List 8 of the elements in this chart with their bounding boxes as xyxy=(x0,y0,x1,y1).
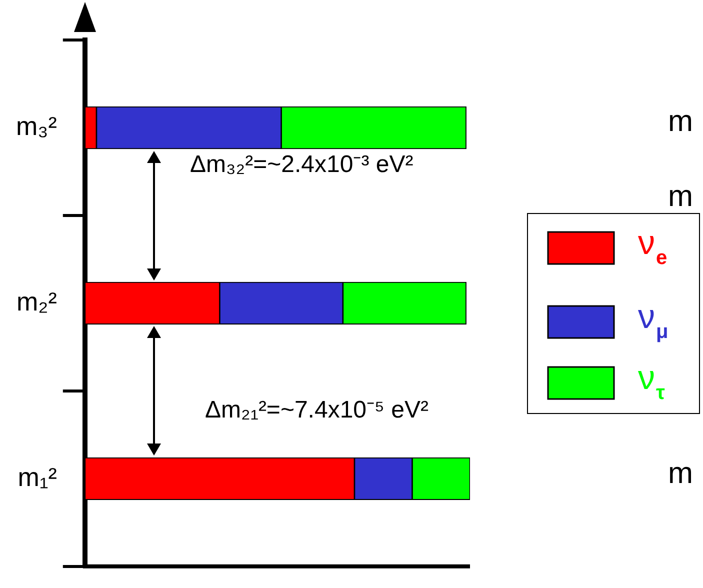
text: m xyxy=(668,180,693,213)
y-tick-label: m₁² xyxy=(18,462,58,492)
annotation: Δm₃₂²=~2.4x10⁻³ eV² xyxy=(190,151,414,178)
y-tick-label: m₂² xyxy=(16,286,58,316)
y-tick-label: m₃² xyxy=(16,110,58,141)
text: m xyxy=(668,456,693,490)
annotation: Δm₂₁²=~7.4x10⁻⁵ eV² xyxy=(205,396,428,424)
text: m xyxy=(668,105,693,138)
